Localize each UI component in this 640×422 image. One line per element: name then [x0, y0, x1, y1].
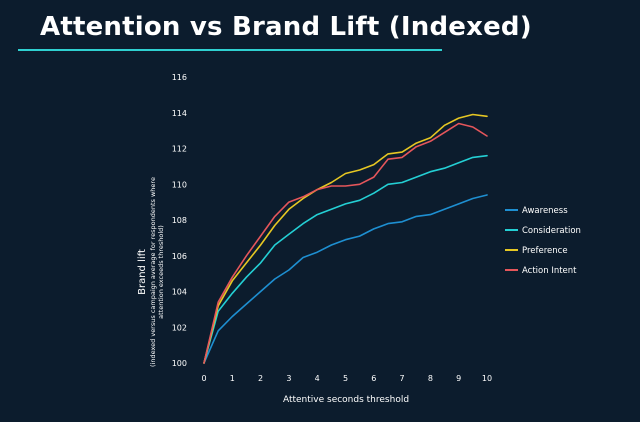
y-tick-label: 114	[172, 109, 187, 118]
y-axis-label: Brand lift	[137, 249, 148, 295]
y-tick-label: 108	[172, 216, 187, 225]
series-line-awareness	[203, 194, 488, 364]
y-axis-sublabel-line1: (indexed versus campaign average for res…	[149, 177, 157, 367]
series-line-consideration	[203, 154, 488, 364]
x-tick-label: 0	[201, 374, 206, 383]
legend-label: Consideration	[522, 226, 581, 236]
x-tick-label: 9	[456, 374, 461, 383]
series-lines	[203, 113, 488, 364]
x-tick-label: 3	[286, 374, 291, 383]
y-tick-label: 116	[172, 73, 187, 82]
legend-item: Preference	[505, 246, 568, 256]
y-tick-label: 110	[172, 180, 187, 189]
y-axis-label-group: Brand lift (indexed versus campaign aver…	[137, 177, 165, 367]
legend-label: Awareness	[522, 206, 568, 216]
y-tick-label: 106	[172, 252, 187, 261]
x-tick-label: 7	[400, 374, 405, 383]
x-tick-label: 10	[482, 374, 492, 383]
x-tick-label: 6	[371, 374, 376, 383]
y-tick-label: 100	[172, 359, 187, 368]
legend-item: Awareness	[505, 206, 568, 216]
x-tick-label: 5	[343, 374, 348, 383]
legend-item: Action Intent	[505, 266, 577, 276]
legend-label: Action Intent	[522, 266, 577, 276]
x-tick-label: 1	[230, 374, 235, 383]
x-tick-label: 4	[315, 374, 320, 383]
legend-label: Preference	[522, 246, 568, 256]
y-axis-sublabel-line2: attention exceeds threshold)	[157, 225, 165, 319]
y-tick-label: 102	[172, 323, 187, 332]
x-tick-label: 2	[258, 374, 263, 383]
x-axis-label: Attentive seconds threshold	[283, 395, 409, 405]
y-tick-label: 104	[172, 288, 187, 297]
y-tick-label: 112	[172, 145, 187, 154]
series-line-preference	[203, 113, 488, 364]
title-underline	[18, 49, 442, 51]
series-line-action-intent	[203, 122, 488, 364]
page-title: Attention vs Brand Lift (Indexed)	[40, 12, 532, 42]
x-axis: 0 1 2 3 4 5 6 7 8 9 10	[201, 374, 492, 383]
legend-item: Consideration	[505, 226, 581, 236]
y-axis: 100 102 104 106 108 110 112 114 116	[172, 73, 187, 368]
legend: Awareness Consideration Preference Action I…	[505, 206, 581, 276]
x-tick-label: 8	[428, 374, 433, 383]
